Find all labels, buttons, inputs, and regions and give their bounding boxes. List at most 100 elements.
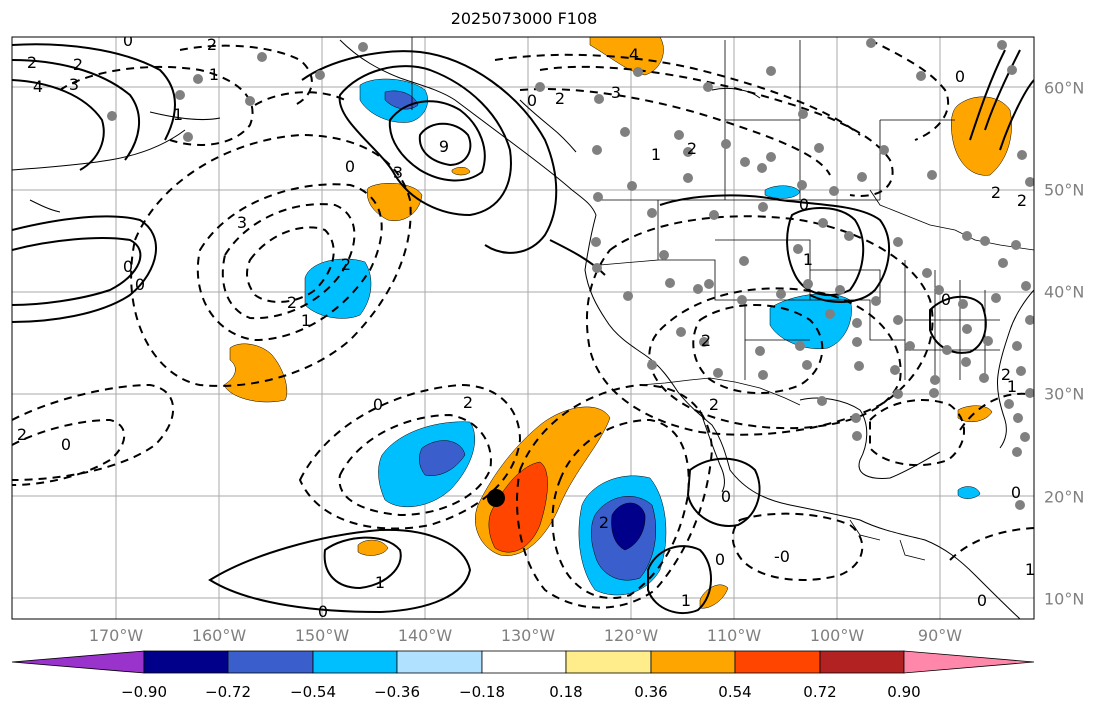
contours-solid — [12, 43, 1034, 615]
colorbar-tick: 0.54 — [718, 683, 752, 701]
contour-label: 0 — [123, 31, 133, 50]
contour-label: 2 — [27, 53, 37, 72]
contour-label: 2 — [991, 183, 1001, 202]
contour-label: 2 — [463, 393, 473, 412]
contour-label: 2 — [709, 395, 719, 414]
lat-label: 50°N — [1044, 180, 1085, 200]
contour-label: 0 — [135, 275, 145, 294]
shade-orange-small4 — [451, 167, 471, 176]
contour-label: 4 — [629, 45, 639, 64]
contour-label: 0 — [799, 195, 809, 214]
colorbar-swatch — [396, 650, 483, 674]
colorbar-swatch — [312, 650, 398, 674]
contour-label: 0 — [345, 157, 355, 176]
lon-label: 160°W — [191, 626, 247, 645]
contour-label: 2 — [341, 255, 351, 274]
lat-label: 10°N — [1044, 589, 1085, 609]
lon-label: 90°W — [917, 626, 963, 645]
contour-label: 1 — [173, 105, 183, 124]
contour-label: 1 — [651, 145, 661, 164]
colorbar-swatch — [481, 650, 567, 674]
lon-label: 100°W — [809, 626, 865, 645]
contour-label: 3 — [69, 75, 79, 94]
contour-label: 1 — [1025, 560, 1035, 579]
contour-label: 1 — [803, 250, 813, 269]
contour-label: 4 — [33, 77, 43, 96]
shade-navy-sub — [611, 502, 646, 551]
colorbar-swatch — [734, 650, 821, 674]
colorbar-tick: 0.18 — [549, 683, 583, 701]
colorbar-tick: 0.90 — [887, 683, 921, 701]
contour-label: 0 — [977, 591, 987, 610]
colorbar-tick: 0.72 — [803, 683, 837, 701]
contour-label: 2 — [599, 513, 609, 532]
shade-blue-pac1 — [304, 258, 372, 319]
shade-blue-small1 — [764, 185, 801, 199]
lon-label: 140°W — [397, 626, 453, 645]
contour-label: 0 — [941, 290, 951, 309]
shade-orange-small2 — [699, 584, 729, 609]
contour-labels: 2 2 4 3 0 0 0 1 1 2 2 0 3 0 2 1 0 1 2 0 … — [17, 31, 1035, 619]
colorbar-tick: 0.36 — [634, 683, 668, 701]
contour-label: 0 — [527, 91, 537, 110]
contours-dashed — [12, 39, 1034, 609]
colorbar-tick: −0.18 — [459, 683, 505, 701]
contour-label: 3 — [237, 213, 247, 232]
contour-label: 1 — [1007, 377, 1017, 396]
shade-orange-small3 — [957, 405, 993, 423]
lon-label: 120°W — [603, 626, 659, 645]
shade-dblue-pac2 — [419, 440, 466, 476]
contour-label: 2 — [687, 139, 697, 158]
shade-orange-pac1 — [223, 343, 288, 403]
storm-marker — [487, 489, 505, 507]
contour-label: 2 — [555, 89, 565, 108]
lon-label: 110°W — [706, 626, 762, 645]
shade-red-sub — [488, 461, 548, 553]
lon-label: 170°W — [88, 626, 144, 645]
contour-label: 1 — [375, 573, 385, 592]
contour-label: 2 — [287, 293, 297, 312]
contour-label: 0 — [123, 257, 133, 276]
contour-label: 9 — [439, 137, 449, 156]
contour-label: 1 — [209, 65, 219, 84]
contour-label: 1 — [681, 591, 691, 610]
contour-label: 1 — [301, 311, 311, 330]
colorbar — [11, 650, 1035, 674]
contour-label: 3 — [393, 163, 403, 182]
contour-label: 2 — [1017, 191, 1027, 210]
lon-label: 130°W — [500, 626, 556, 645]
map-title: 2025073000 F108 — [450, 9, 598, 28]
shade-blue-small2 — [957, 486, 981, 499]
lat-label: 40°N — [1044, 282, 1085, 302]
shade-orange-small1 — [357, 539, 389, 556]
contour-label: 2 — [207, 35, 217, 54]
colorbar-swatch — [819, 650, 905, 674]
contour-label: 0 — [955, 67, 965, 86]
contour-label: 0 — [721, 487, 731, 506]
contour-label: 0 — [715, 550, 725, 569]
colorbar-extend-low — [11, 650, 145, 674]
contour-label: -0 — [774, 547, 790, 566]
shade-orange-north — [589, 37, 664, 76]
political-borders — [411, 37, 1034, 561]
colorbar-extend-high — [903, 650, 1035, 674]
colorbar-tick: −0.72 — [205, 683, 251, 701]
lon-label: 150°W — [294, 626, 350, 645]
colorbar-tick: −0.54 — [290, 683, 336, 701]
contour-label: 2 — [73, 55, 83, 74]
contour-label: 0 — [61, 435, 71, 454]
contour-label: 0 — [373, 395, 383, 414]
lat-label: 30°N — [1044, 384, 1085, 404]
shaded-anomalies — [223, 37, 1012, 609]
colorbar-swatch — [143, 650, 229, 674]
colorbar-tick: −0.36 — [374, 683, 420, 701]
colorbar-tick: −0.90 — [121, 683, 167, 701]
colorbar-swatch — [227, 650, 314, 674]
lat-label: 20°N — [1044, 487, 1085, 507]
colorbar-swatch — [650, 650, 736, 674]
contour-label: 2 — [17, 425, 27, 444]
station-dots — [107, 38, 1034, 510]
colorbar-swatch — [565, 650, 652, 674]
contour-label: 3 — [611, 83, 621, 102]
